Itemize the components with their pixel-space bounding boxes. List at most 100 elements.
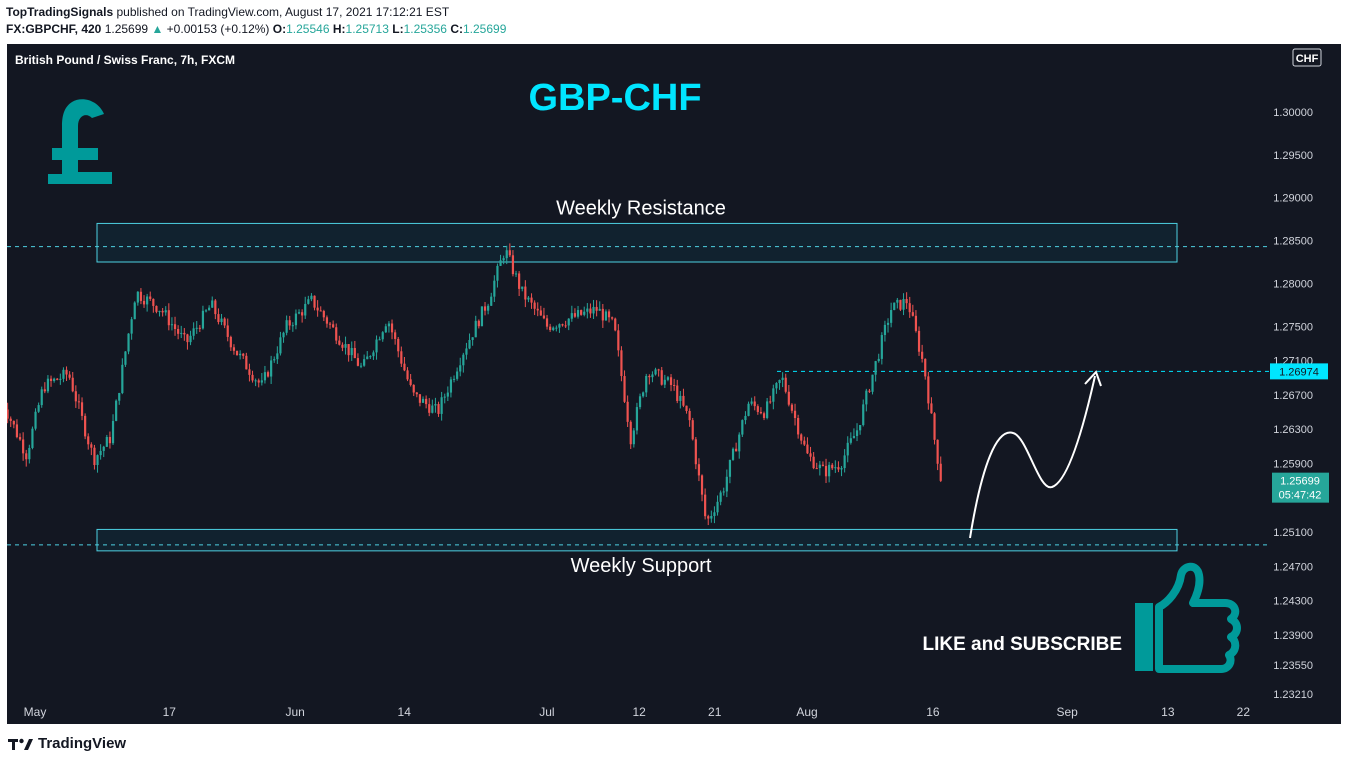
- candle-down: [142, 300, 146, 305]
- candle-up: [369, 356, 372, 358]
- candle-up: [632, 430, 635, 445]
- candle-down: [933, 413, 936, 440]
- candle-up: [304, 303, 307, 316]
- chart-area[interactable]: Weekly Resistance Weekly Support British P…: [0, 44, 1341, 724]
- candle-down: [545, 318, 549, 327]
- candle-up: [859, 425, 862, 431]
- o-value: 1.25546: [286, 22, 330, 36]
- footer-brand[interactable]: TradingView: [38, 735, 127, 752]
- candle-down: [735, 448, 738, 452]
- candle-up: [446, 392, 449, 397]
- symbol: FX:GBPCHF, 420: [6, 22, 102, 36]
- candle-up: [192, 328, 195, 336]
- x-tick-label: 14: [398, 705, 412, 719]
- candle-down: [356, 358, 360, 366]
- candle-up: [654, 369, 657, 375]
- candle-down: [536, 308, 539, 311]
- candle-up: [604, 311, 608, 321]
- candle-down: [90, 444, 93, 448]
- candle-down: [167, 310, 170, 326]
- candle-up: [276, 353, 279, 360]
- candle-down: [152, 298, 155, 306]
- candle-up: [474, 320, 477, 338]
- candle-up: [651, 374, 654, 378]
- candle-up: [716, 501, 719, 513]
- author[interactable]: TopTradingSignals: [6, 5, 114, 19]
- candle-up: [772, 388, 775, 402]
- candle-down: [831, 464, 834, 469]
- y-tick-label: 1.25900: [1273, 458, 1313, 470]
- candle-down: [15, 424, 19, 438]
- candle-up: [146, 296, 149, 305]
- candle-down: [682, 395, 685, 406]
- candle-up: [471, 337, 474, 340]
- candle-down: [403, 363, 406, 371]
- candle-down: [425, 398, 428, 405]
- candle-down: [821, 464, 825, 466]
- candle-down: [87, 436, 90, 445]
- candle-up: [254, 380, 257, 382]
- candle-down: [418, 394, 422, 403]
- candle-down: [561, 324, 564, 326]
- candle-down: [177, 329, 180, 334]
- candle-up: [741, 420, 744, 435]
- candle-down: [49, 378, 53, 381]
- candle-down: [56, 378, 59, 380]
- published-text: published on TradingView.com, August 17,…: [116, 5, 450, 19]
- x-tick-label: 13: [1161, 705, 1175, 719]
- candle-up: [136, 291, 139, 303]
- chart-svg[interactable]: Weekly Resistance Weekly Support British P…: [0, 44, 1341, 724]
- candle-up: [195, 327, 198, 329]
- candle-down: [353, 348, 356, 359]
- candle-down: [74, 391, 77, 402]
- candle-up: [363, 359, 366, 366]
- candle-up: [502, 258, 505, 261]
- candle-down: [908, 303, 911, 313]
- candle-up: [583, 311, 586, 315]
- candle-up: [164, 310, 167, 313]
- candle-up: [378, 339, 381, 341]
- candle-down: [409, 379, 412, 385]
- candle-down: [676, 385, 679, 401]
- candle-up: [440, 397, 443, 414]
- candle-up: [431, 405, 434, 413]
- candle-down: [325, 317, 329, 324]
- candle-up: [666, 377, 670, 380]
- candle-up: [496, 265, 499, 281]
- chart-title: GBP-CHF: [528, 77, 701, 119]
- candle-down: [691, 420, 694, 440]
- y-tick-label: 1.26300: [1273, 424, 1313, 436]
- candle-up: [273, 359, 276, 361]
- candle-up: [468, 339, 471, 349]
- candle-down: [939, 463, 942, 481]
- candle-down: [539, 310, 542, 316]
- candle-down: [769, 401, 772, 403]
- candle-down: [80, 402, 84, 416]
- candle-down: [905, 298, 908, 304]
- candle-up: [840, 468, 843, 470]
- candle-up: [781, 377, 784, 381]
- candle-up: [635, 407, 639, 431]
- candle-down: [815, 468, 818, 470]
- y-tick-label: 1.30000: [1273, 107, 1313, 119]
- candle-up: [893, 302, 896, 311]
- candle-down: [911, 312, 914, 316]
- candle-down: [518, 273, 521, 289]
- candle-up: [775, 383, 778, 389]
- candle-up: [750, 401, 753, 404]
- candle-up: [96, 455, 99, 466]
- y-tick-label: 1.26700: [1273, 390, 1313, 402]
- candle-up: [527, 297, 530, 300]
- candle-up: [105, 436, 108, 447]
- candle-down: [9, 418, 12, 421]
- candle-down: [573, 313, 577, 317]
- candle-down: [759, 411, 763, 414]
- candle-up: [902, 298, 905, 310]
- candle-up: [834, 467, 837, 469]
- candle-up: [366, 356, 369, 360]
- candle-down: [936, 439, 939, 464]
- candle-up: [239, 353, 242, 356]
- projection-arrow: [969, 375, 1096, 539]
- candle-down: [508, 250, 511, 256]
- candle-down: [223, 318, 226, 326]
